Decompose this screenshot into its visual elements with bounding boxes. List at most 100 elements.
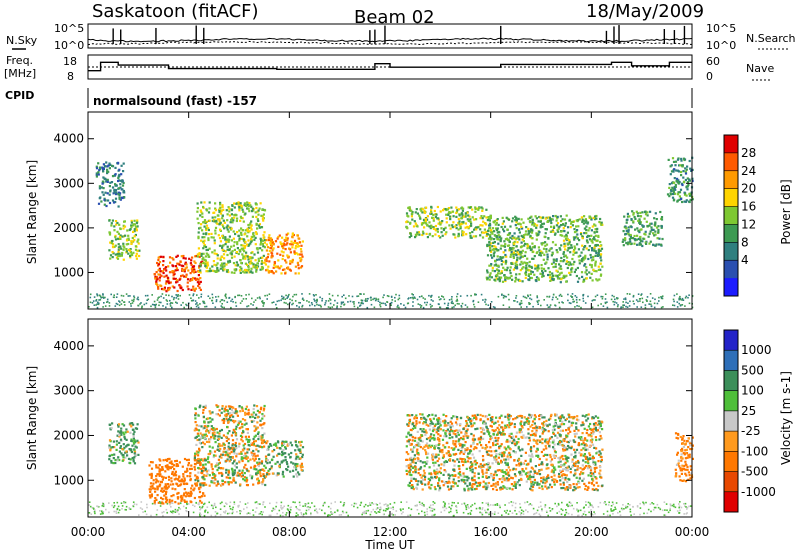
data-point [211, 265, 213, 267]
data-point [530, 228, 532, 230]
data-point [576, 302, 578, 304]
data-point [516, 295, 518, 297]
data-point [502, 281, 504, 283]
data-point [249, 474, 251, 476]
data-point [239, 269, 241, 271]
data-point [617, 304, 619, 306]
data-point [526, 258, 528, 260]
data-point [272, 472, 274, 474]
data-point [320, 306, 322, 308]
data-point [589, 264, 591, 266]
data-point [226, 254, 228, 256]
data-point [527, 443, 529, 445]
data-point [499, 272, 501, 274]
data-point [253, 420, 255, 422]
data-point [119, 253, 121, 255]
data-point [144, 304, 146, 306]
data-point [116, 222, 118, 224]
data-point [590, 469, 592, 471]
data-point [234, 233, 236, 235]
data-point [490, 272, 492, 274]
data-point [264, 295, 266, 297]
data-point [273, 272, 275, 274]
data-point [212, 468, 214, 470]
data-point [258, 465, 260, 467]
data-point [136, 222, 138, 224]
data-point [232, 456, 234, 458]
data-point [482, 221, 484, 223]
data-point [133, 436, 135, 438]
data-point [512, 217, 514, 219]
data-point [567, 226, 569, 228]
data-point [219, 430, 221, 432]
data-point [236, 251, 238, 253]
data-point [203, 242, 205, 244]
data-point [110, 460, 112, 462]
data-point [586, 247, 588, 249]
data-point [104, 165, 106, 167]
data-point [199, 227, 201, 229]
data-point [429, 429, 431, 431]
data-point [180, 287, 182, 289]
data-point [581, 252, 583, 254]
data-point [130, 243, 132, 245]
data-point [209, 268, 211, 270]
data-point [236, 466, 238, 468]
data-point [189, 280, 191, 282]
data-point [629, 301, 631, 303]
data-point [591, 239, 593, 241]
data-point [236, 220, 238, 222]
data-point [325, 302, 327, 304]
data-point [209, 438, 211, 440]
data-point [233, 460, 235, 462]
data-point [129, 448, 131, 450]
data-point [210, 421, 212, 423]
data-point [130, 253, 132, 255]
data-point [266, 249, 268, 251]
data-point [574, 245, 576, 247]
data-point [525, 226, 527, 228]
data-point [243, 298, 245, 300]
data-point [680, 189, 682, 191]
data-point [157, 494, 159, 496]
data-point [506, 238, 508, 240]
data-point [497, 483, 499, 485]
data-point [97, 302, 99, 304]
data-point [270, 247, 272, 249]
data-point [171, 480, 173, 482]
data-point [182, 302, 184, 304]
data-point [290, 251, 292, 253]
data-point [255, 414, 257, 416]
data-point [238, 235, 240, 237]
data-point [220, 472, 222, 474]
data-point [425, 220, 427, 222]
data-point [198, 415, 200, 417]
data-point [110, 254, 112, 256]
data-point [218, 223, 220, 225]
data-point [645, 243, 647, 245]
data-point [406, 473, 408, 475]
data-point [190, 465, 192, 467]
data-point [285, 468, 287, 470]
data-point [263, 237, 265, 239]
data-point [227, 228, 229, 230]
data-point [508, 299, 510, 301]
data-point [558, 302, 560, 304]
data-point [582, 298, 584, 300]
data-point [576, 275, 578, 277]
data-point [607, 307, 609, 309]
data-point [226, 297, 228, 299]
data-point [579, 299, 581, 301]
data-point [170, 477, 172, 479]
data-point [183, 499, 185, 501]
data-point [234, 465, 236, 467]
data-point [129, 295, 131, 297]
data-point [600, 275, 602, 277]
data-point [586, 239, 588, 241]
data-point [543, 254, 545, 256]
data-point [298, 448, 300, 450]
data-point [292, 462, 294, 464]
data-point [560, 215, 562, 217]
data-point [676, 293, 678, 295]
data-point [626, 219, 628, 221]
